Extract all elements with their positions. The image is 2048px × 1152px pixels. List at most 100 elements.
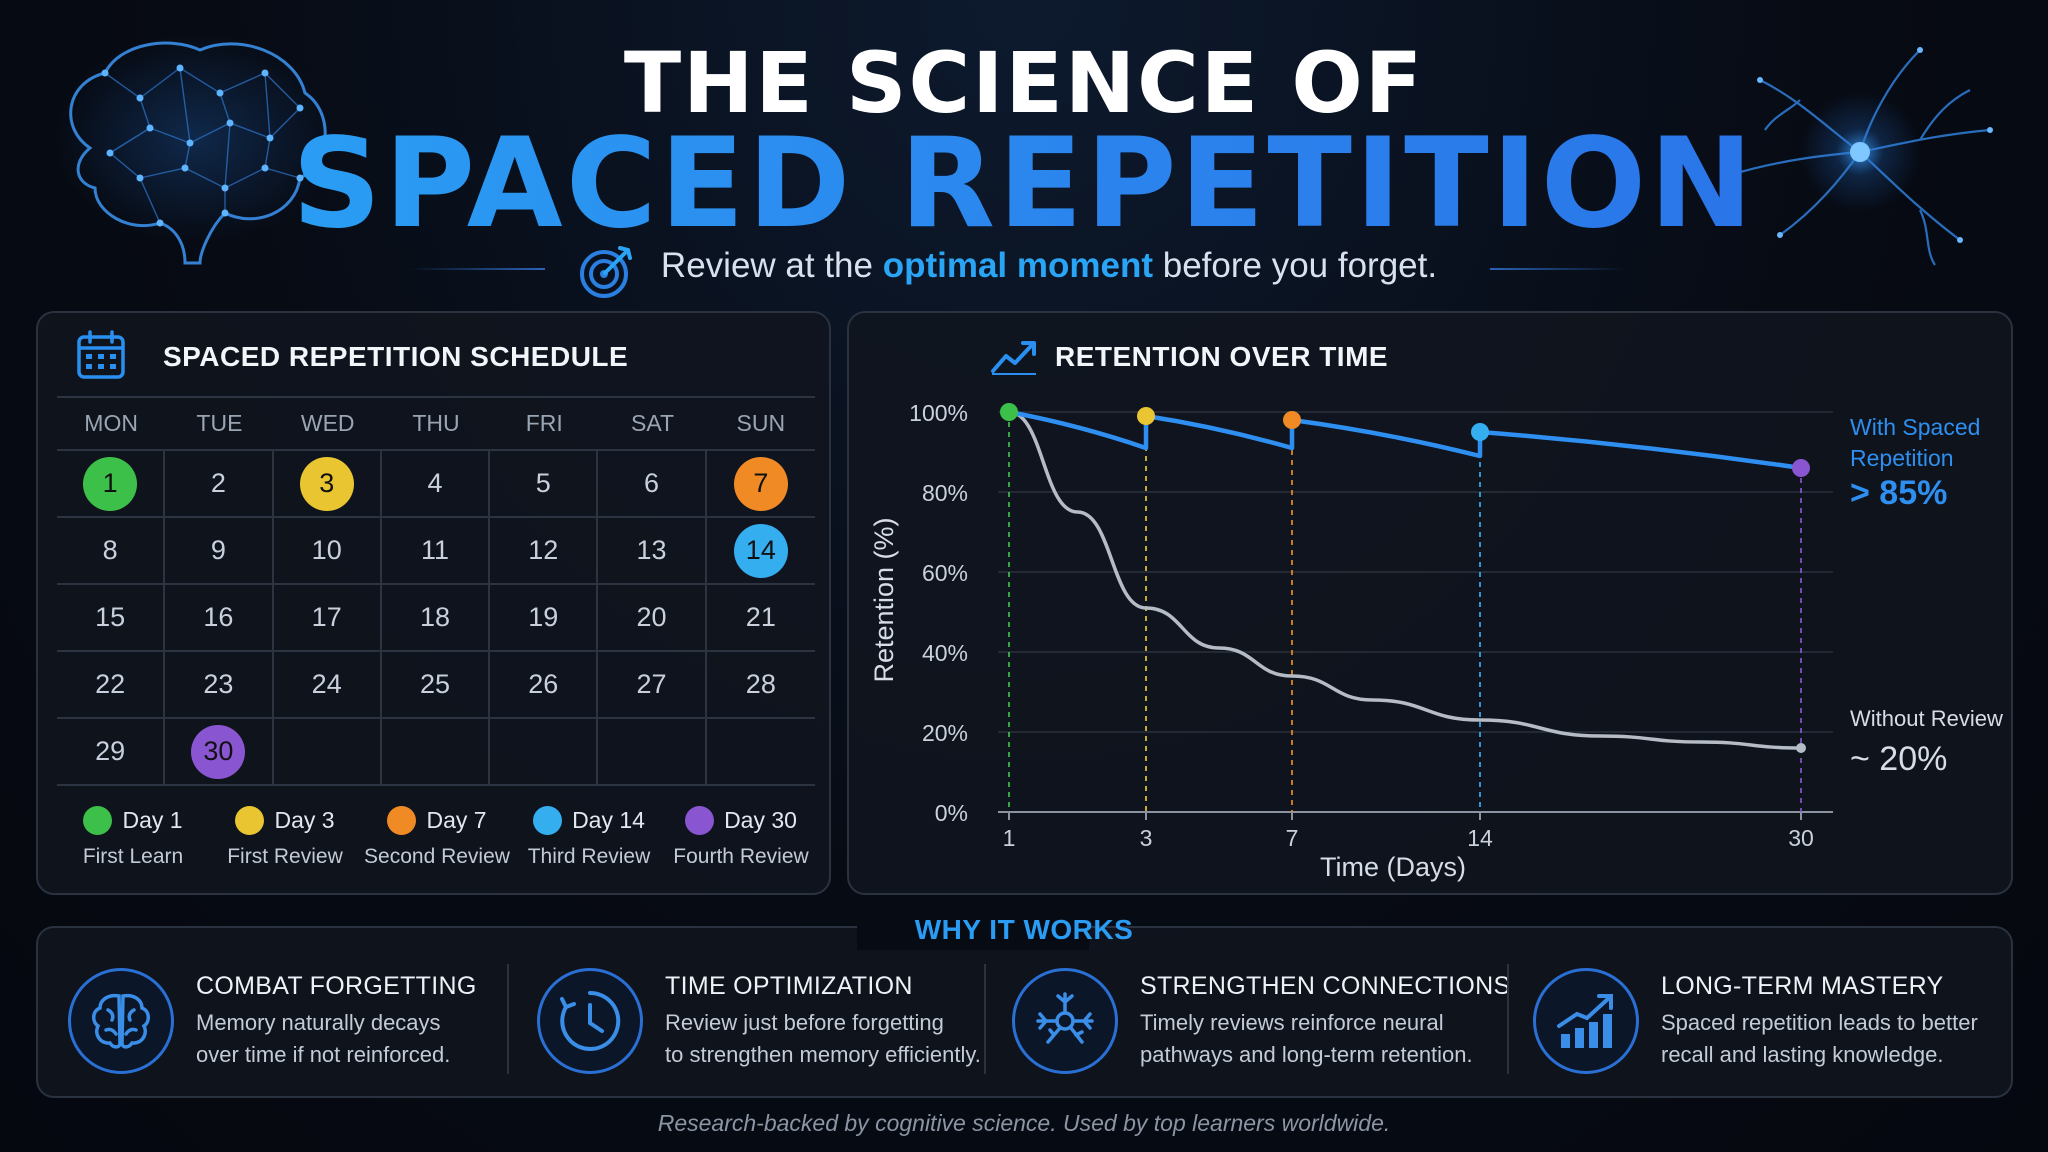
day-number: 17 — [311, 602, 342, 632]
feature-title: STRENGTHEN CONNECTIONS — [1140, 971, 1511, 1000]
calendar-day-cell: 10 — [274, 518, 382, 583]
trend-up-icon — [991, 341, 1036, 375]
feature-desc-line1: Spaced repetition leads to better — [1661, 1009, 1978, 1035]
neuron-icon — [1012, 968, 1118, 1074]
feature-text: LONG-TERM MASTERY Spaced repetition lead… — [1661, 972, 1978, 1071]
tagline-pre: Review at the — [660, 246, 883, 285]
weekday-mon: MON — [84, 410, 138, 436]
feature-divider — [1507, 964, 1509, 1074]
day-number: 20 — [636, 602, 667, 632]
day-number: 25 — [419, 669, 450, 699]
schedule-panel — [36, 311, 831, 895]
review-point — [1792, 459, 1810, 477]
calendar-day-cell: 12 — [490, 518, 599, 583]
review-day-marker: 30 — [191, 724, 246, 779]
calendar-day-cell: 16 — [165, 585, 274, 650]
feature-desc-line2: recall and lasting knowledge. — [1661, 1041, 1944, 1067]
day-number: 26 — [528, 669, 559, 699]
feature-title: TIME OPTIMIZATION — [665, 971, 913, 1000]
legend-label: Third Review — [527, 845, 651, 868]
weekday-sat: SAT — [631, 410, 675, 436]
calendar-day-cell: 2 — [165, 451, 274, 516]
legend-dot — [235, 806, 265, 835]
feature-time-optimization: TIME OPTIMIZATION Review just before for… — [537, 962, 981, 1080]
calendar-week-row: 15 16 17 18 19 20 21 — [57, 585, 815, 652]
tagline-highlight: optimal moment — [882, 246, 1153, 285]
legend-dot — [685, 806, 715, 835]
calendar-week-row: 29 30 — [57, 719, 815, 786]
calendar-week-row: 1 2 3 4 5 6 7 — [57, 451, 815, 518]
calendar-day-cell: 11 — [382, 518, 491, 583]
day-number: 6 — [644, 468, 660, 498]
legend-item: Day 7 Second Review — [361, 806, 513, 869]
x-axis-label: Time (Days) — [1320, 852, 1466, 882]
calendar-day-cell: 13 — [598, 518, 707, 583]
y-tick-label: 80% — [922, 480, 968, 506]
y-tick-label: 60% — [922, 560, 968, 586]
day-number: 23 — [203, 669, 234, 699]
feature-combat-forgetting: COMBAT FORGETTING Memory naturally decay… — [68, 962, 477, 1080]
legend-item: Day 1 First Learn — [57, 806, 209, 869]
review-day-marker: 7 — [733, 456, 788, 511]
schedule-title: SPACED REPETITION SCHEDULE — [163, 341, 629, 372]
feature-title: COMBAT FORGETTING — [196, 971, 477, 1000]
calendar-week-row: 22 23 24 25 26 27 28 — [57, 652, 815, 719]
calendar-day-cell — [490, 719, 599, 784]
review-day-marker: 14 — [733, 523, 788, 578]
review-point — [1000, 403, 1018, 421]
why-title: WHY IT WORKS — [914, 914, 1134, 945]
calendar-day-cell: 21 — [707, 585, 815, 650]
chart-title: RETENTION OVER TIME — [1055, 341, 1389, 372]
calendar-day-cell: 23 — [165, 652, 274, 717]
day-number: 8 — [102, 535, 118, 565]
tagline-post: before you forget. — [1153, 246, 1438, 285]
legend-day-text: Day 1 — [122, 807, 183, 833]
label-without-review-value: ~ 20% — [1850, 740, 1948, 778]
feature-text: STRENGTHEN CONNECTIONS Timely reviews re… — [1140, 972, 1511, 1071]
day-number: 16 — [203, 602, 234, 632]
label-without-review-text: Without Review — [1850, 706, 2003, 731]
day-number: 21 — [745, 602, 776, 632]
weekday-fri: FRI — [525, 410, 563, 436]
calendar-day-cell: 30 — [165, 719, 274, 784]
day-number: 2 — [210, 468, 226, 498]
feature-description: Timely reviews reinforce neural pathways… — [1140, 1007, 1511, 1071]
x-tick-label: 7 — [1286, 825, 1299, 851]
calendar-week-row: 8 9 10 11 12 13 14 — [57, 518, 815, 585]
x-tick-label: 14 — [1467, 825, 1493, 851]
calendar-day-cell: 9 — [165, 518, 274, 583]
calendar-grid: MON TUE WED THU FRI SAT SUN 1 2 3 4 5 6 7 8 9 10 1… — [57, 396, 815, 786]
calendar-day-cell — [598, 719, 707, 784]
legend-item: Day 14 Third Review — [513, 806, 665, 869]
legend-day-text: Day 3 — [274, 807, 335, 833]
feature-divider — [507, 964, 509, 1074]
review-day-marker: 3 — [299, 456, 354, 511]
schedule-legend: Day 1 First Learn Day 3 First Review Day 7 Se… — [57, 806, 817, 869]
feature-desc-line1: Timely reviews reinforce neural — [1140, 1009, 1444, 1035]
label-with-spaced-value: > 85% — [1850, 474, 1948, 512]
day-number: 18 — [419, 602, 450, 632]
feature-long-term-mastery: LONG-TERM MASTERY Spaced repetition lead… — [1533, 962, 1978, 1080]
calendar-day-cell: 29 — [57, 719, 166, 784]
weekday-thu: THU — [412, 410, 460, 436]
day-number: 29 — [95, 736, 126, 766]
feature-desc-line1: Review just before forgetting — [665, 1009, 944, 1035]
calendar-day-cell — [382, 719, 491, 784]
calendar-day-cell — [274, 719, 382, 784]
day-number: 11 — [420, 535, 449, 565]
label-with-spaced-line2: Repetition — [1850, 445, 1954, 471]
tagline-divider-left — [410, 268, 545, 270]
day-number: 15 — [95, 602, 126, 632]
legend-label: First Learn — [82, 845, 184, 868]
why-title-backdrop — [857, 906, 1089, 950]
brain-network-icon — [55, 33, 335, 265]
calendar-day-cell: 27 — [598, 652, 707, 717]
label-with-spaced-repetition: With Spaced Repetition > 85% — [1850, 412, 1980, 512]
neuron-icon — [1727, 47, 1993, 266]
review-day-marker: 1 — [83, 456, 138, 511]
day-number: 5 — [535, 468, 551, 498]
day-number: 12 — [528, 535, 559, 565]
y-tick-label: 40% — [922, 640, 968, 666]
legend-day-text: Day 7 — [426, 807, 487, 833]
calendar-day-cell: 6 — [598, 451, 707, 516]
